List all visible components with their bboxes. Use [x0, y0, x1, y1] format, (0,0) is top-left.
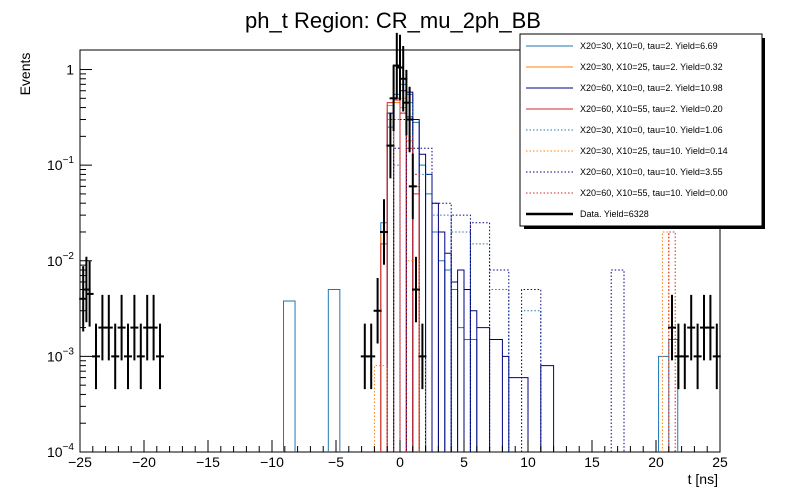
- data-point: [712, 323, 721, 390]
- data-point: [130, 294, 139, 361]
- x-axis-title: t [ns]: [688, 471, 718, 487]
- data-point: [408, 153, 417, 220]
- data-point: [418, 323, 427, 390]
- legend-label: X20=60, X10=55, tau=10. Yield=0.00: [580, 188, 728, 198]
- data-point: [373, 278, 382, 344]
- data-point: [668, 294, 676, 361]
- data-point: [149, 294, 158, 361]
- legend-label: X20=60, X10=0, tau=2. Yield=10.98: [580, 83, 723, 93]
- y-tick-label: 10−4: [47, 442, 74, 460]
- x-tick-label: 15: [584, 454, 600, 470]
- y-tick-label: 10−2: [47, 251, 74, 269]
- x-tick-label: −10: [260, 454, 284, 470]
- x-tick-label: 5: [460, 454, 468, 470]
- x-tick-label: −25: [68, 454, 92, 470]
- y-tick-label: 10−3: [47, 346, 74, 364]
- x-axis: −25 −20 −15 −10 −5 0 5 10 15 20 25: [68, 440, 728, 470]
- data-point: [380, 199, 388, 265]
- data-point: [104, 294, 113, 361]
- y-tick-label: 1: [66, 62, 74, 78]
- x-tick-label: −5: [328, 454, 344, 470]
- data-point: [405, 86, 414, 153]
- legend[interactable]: X20=30, X10=0, tau=2. Yield=6.69 X20=30, …: [519, 33, 765, 229]
- data-point: [680, 323, 689, 390]
- data-point: [367, 323, 376, 390]
- y-tick-label: 10−1: [47, 155, 74, 173]
- series-7-histogram: [393, 116, 625, 452]
- legend-shadow: [762, 38, 765, 229]
- legend-shadow-bottom: [524, 226, 765, 229]
- legend-label: X20=30, X10=25, tau=10. Yield=0.14: [580, 146, 728, 156]
- data-point: [386, 112, 395, 179]
- legend-label: X20=30, X10=25, tau=2. Yield=0.32: [580, 62, 723, 72]
- data-point: [92, 323, 100, 390]
- data-point: [124, 323, 132, 390]
- data-point: [412, 256, 420, 323]
- legend-label: Data. Yield=6328: [580, 209, 649, 219]
- x-tick-label: 25: [712, 454, 728, 470]
- data-point: [706, 294, 715, 361]
- data-point: [85, 261, 94, 327]
- data-points-layer: [79, 32, 721, 390]
- data-point: [687, 294, 696, 361]
- x-tick-label: 10: [520, 454, 536, 470]
- data-point: [156, 323, 164, 390]
- data-point: [693, 323, 702, 390]
- data-point: [111, 323, 120, 390]
- legend-label: X20=60, X10=55, tau=2. Yield=0.20: [580, 104, 723, 114]
- legend-label: X20=60, X10=0, tau=10. Yield=3.55: [580, 167, 723, 177]
- x-tick-label: −20: [132, 454, 156, 470]
- x-tick-label: 0: [396, 454, 404, 470]
- x-tick-label: 20: [648, 454, 664, 470]
- y-axis: 10−4 10−3 10−2 10−1 1: [47, 62, 92, 460]
- legend-box: [519, 33, 763, 227]
- chart-title: ph_t Region: CR_mu_2ph_BB: [245, 8, 541, 33]
- data-point: [117, 294, 126, 361]
- x-tick-label: −15: [196, 454, 220, 470]
- legend-label: X20=30, X10=0, tau=10. Yield=1.06: [580, 125, 723, 135]
- data-point: [136, 323, 145, 390]
- y-axis-title: Events: [17, 53, 33, 96]
- legend-label: X20=30, X10=0, tau=2. Yield=6.69: [580, 41, 718, 51]
